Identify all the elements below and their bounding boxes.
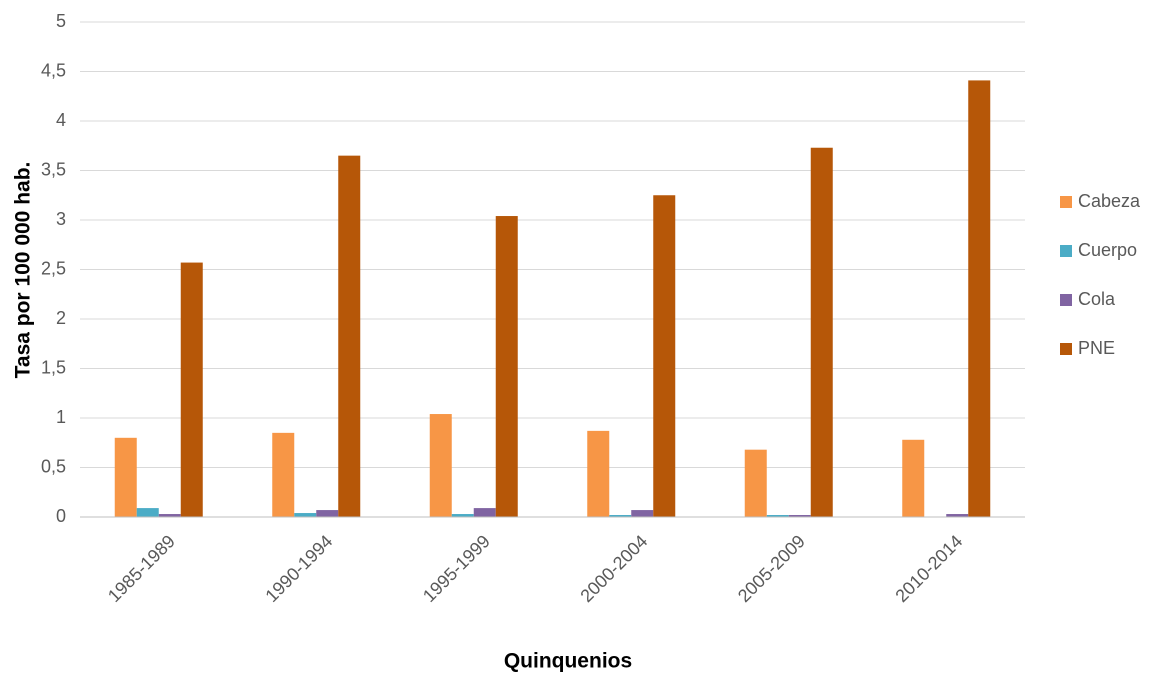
y-tick-label: 4 bbox=[56, 110, 66, 130]
bar bbox=[766, 515, 789, 517]
bar bbox=[609, 515, 632, 517]
x-axis-title: Quinquenios bbox=[504, 650, 632, 673]
legend-swatch bbox=[1060, 196, 1072, 208]
y-tick-label: 1 bbox=[56, 407, 66, 427]
y-tick-label: 3,5 bbox=[41, 159, 66, 179]
bar bbox=[180, 262, 203, 517]
bar bbox=[744, 449, 767, 517]
bar bbox=[272, 432, 295, 517]
x-tick-label: 2010-2014 bbox=[891, 531, 966, 606]
bar bbox=[158, 514, 181, 517]
bar bbox=[631, 510, 654, 517]
bar bbox=[294, 513, 317, 517]
x-tick-label: 2005-2009 bbox=[734, 531, 809, 606]
bar bbox=[946, 514, 969, 517]
y-tick-label: 0 bbox=[56, 506, 66, 526]
y-tick-label: 3 bbox=[56, 209, 66, 229]
legend-swatch bbox=[1060, 245, 1072, 257]
legend-label: Cuerpo bbox=[1078, 240, 1137, 260]
y-tick-label: 0,5 bbox=[41, 456, 66, 476]
y-tick-label: 4,5 bbox=[41, 60, 66, 80]
y-tick-label: 1,5 bbox=[41, 357, 66, 377]
bar bbox=[316, 510, 339, 517]
bar bbox=[902, 439, 925, 517]
bar bbox=[451, 514, 474, 517]
bar bbox=[587, 430, 610, 517]
bar bbox=[653, 195, 676, 517]
bar bbox=[429, 414, 452, 517]
y-axis-title: Tasa por 100 000 hab. bbox=[12, 162, 35, 379]
legend-swatch bbox=[1060, 294, 1072, 306]
legend-label: Cola bbox=[1078, 289, 1116, 309]
x-tick-label: 1990-1994 bbox=[261, 531, 336, 606]
bar bbox=[136, 508, 159, 517]
legend-label: Cabeza bbox=[1078, 191, 1141, 211]
bar bbox=[473, 508, 496, 517]
bar bbox=[338, 155, 361, 517]
y-tick-label: 2 bbox=[56, 308, 66, 328]
bar bbox=[114, 437, 137, 517]
bar bbox=[788, 515, 811, 517]
x-tick-label: 2000-2004 bbox=[576, 531, 651, 606]
x-tick-label: 1985-1989 bbox=[104, 531, 179, 606]
bar bbox=[968, 80, 991, 517]
y-tick-label: 5 bbox=[56, 11, 66, 31]
x-tick-label: 1995-1999 bbox=[419, 531, 494, 606]
legend-label: PNE bbox=[1078, 338, 1115, 358]
legend-swatch bbox=[1060, 343, 1072, 355]
bar bbox=[810, 147, 833, 518]
bar bbox=[495, 216, 518, 518]
y-tick-label: 2,5 bbox=[41, 258, 66, 278]
